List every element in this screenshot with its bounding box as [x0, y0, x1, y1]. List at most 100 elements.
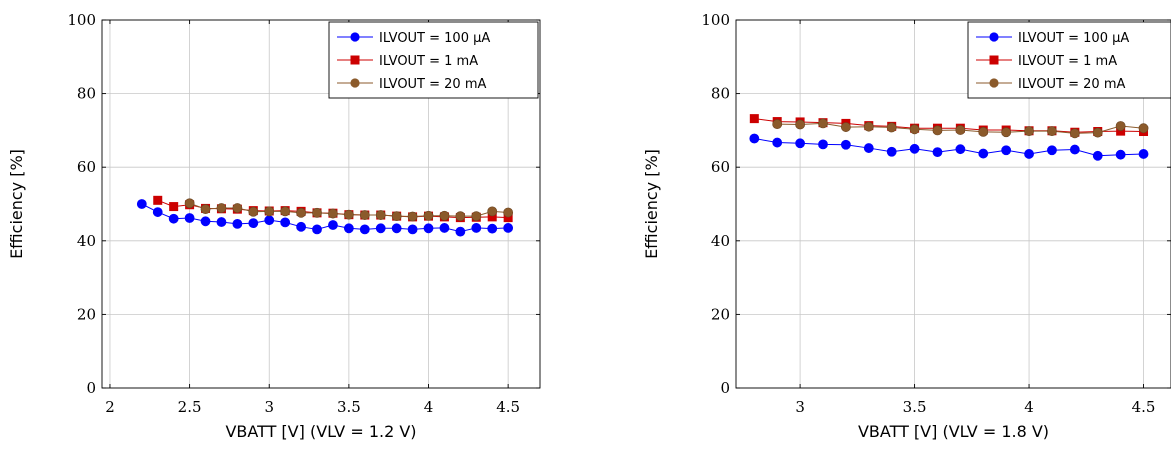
data-point: [184, 198, 195, 209]
data-point: [932, 147, 943, 158]
y-tick-label: 100: [701, 11, 730, 29]
data-point: [407, 224, 418, 235]
x-tick-label: 3: [795, 398, 805, 416]
legend-label: ILVOUT = 1 mA: [379, 54, 478, 69]
series-0: [136, 199, 514, 237]
chart-right: 3 3.5 4 4.5 0 20 40 60 80 100 VBATT [V] (VLV = 1.8…: [642, 11, 1171, 441]
data-point: [503, 223, 514, 233]
data-point: [795, 119, 806, 130]
data-point: [375, 223, 386, 234]
x-axis-label: VBATT [V] (VLV = 1.8 V): [858, 422, 1049, 441]
data-point: [200, 216, 211, 227]
data-point: [1092, 127, 1103, 138]
x-tick-label: 4: [424, 398, 434, 416]
data-point: [955, 144, 966, 155]
legend-label: ILVOUT = 100 µA: [379, 31, 490, 46]
data-point: [840, 122, 851, 132]
legend-label: ILVOUT = 20 mA: [1018, 77, 1125, 92]
data-point: [1024, 126, 1034, 137]
chart-left: 2 2.5 3 3.5 4 4.5 0 20 40 60 80 100 VBATT [V] (VLV =…: [7, 11, 541, 441]
data-point: [487, 223, 498, 234]
series-2: [772, 118, 1149, 139]
legend-label: ILVOUT = 20 mA: [379, 77, 486, 92]
x-tick-label: 4.5: [496, 398, 520, 416]
data-point: [136, 199, 147, 209]
data-point: [863, 121, 874, 132]
data-point: [1092, 150, 1103, 161]
data-point: [152, 207, 163, 217]
data-point: [359, 210, 370, 220]
data-point: [455, 226, 466, 237]
legend-marker: [989, 78, 999, 88]
data-point: [232, 203, 243, 213]
data-point: [439, 210, 450, 221]
data-point: [818, 139, 828, 150]
x-tick-label: 3.5: [337, 398, 361, 416]
legend-label: ILVOUT = 1 mA: [1018, 54, 1117, 69]
data-point: [232, 218, 243, 229]
data-point: [772, 137, 783, 148]
data-point: [423, 210, 434, 221]
x-tick-label: 2: [105, 398, 115, 416]
y-tick-label: 100: [67, 11, 96, 29]
data-point: [439, 223, 450, 233]
data-point: [168, 213, 179, 224]
data-point: [840, 139, 851, 150]
data-point: [503, 207, 514, 218]
data-point: [471, 223, 482, 233]
data-point: [1069, 144, 1080, 155]
data-point: [312, 224, 322, 235]
y-tick-label: 40: [77, 232, 96, 250]
data-point: [1001, 145, 1012, 156]
data-point: [818, 118, 828, 129]
y-tick-label: 80: [77, 85, 96, 103]
legend: ILVOUT = 100 µA ILVOUT = 1 mA ILVOUT = 20 …: [328, 21, 539, 99]
y-tick-label: 40: [711, 232, 730, 250]
data-point: [184, 213, 195, 223]
x-tick-label: 2.5: [178, 398, 202, 416]
data-point: [423, 223, 434, 234]
data-point: [1138, 149, 1149, 159]
data-point: [487, 206, 498, 217]
data-point: [932, 125, 943, 136]
data-point: [795, 138, 806, 149]
data-point: [886, 122, 897, 133]
data-point: [886, 146, 897, 157]
plot-frame: [101, 19, 541, 389]
data-point: [1069, 128, 1080, 139]
data-point: [455, 211, 466, 222]
legend-marker: [350, 55, 360, 65]
y-tick-label: 20: [77, 305, 96, 323]
data-point: [375, 210, 386, 220]
x-tick-label: 3: [264, 398, 274, 416]
data-point: [1116, 126, 1126, 136]
data-point: [296, 221, 306, 232]
y-axis-label: Efficiency [%]: [7, 149, 26, 259]
series-0: [749, 133, 1149, 161]
x-tick-label: 4.5: [1132, 398, 1156, 416]
y-tick-label: 60: [711, 158, 730, 176]
data-point: [391, 223, 402, 234]
data-point: [1024, 149, 1034, 159]
y-tick-label: 20: [711, 305, 730, 323]
data-point: [153, 195, 163, 205]
data-point: [749, 133, 760, 144]
data-point: [216, 203, 227, 213]
data-point: [487, 212, 497, 222]
data-point: [471, 211, 482, 222]
y-tick-label: 80: [711, 85, 730, 103]
x-tick-label: 3.5: [903, 398, 927, 416]
series-group: [749, 114, 1149, 161]
data-point: [1001, 127, 1012, 138]
data-point: [749, 114, 759, 124]
data-point: [328, 220, 338, 230]
data-point: [1138, 123, 1149, 134]
series-line: [754, 138, 1144, 157]
legend-marker: [350, 78, 360, 88]
data-point: [909, 124, 920, 135]
data-point: [1115, 149, 1126, 160]
data-point: [264, 215, 275, 226]
series-line: [141, 203, 509, 233]
legend-marker: [989, 32, 999, 42]
